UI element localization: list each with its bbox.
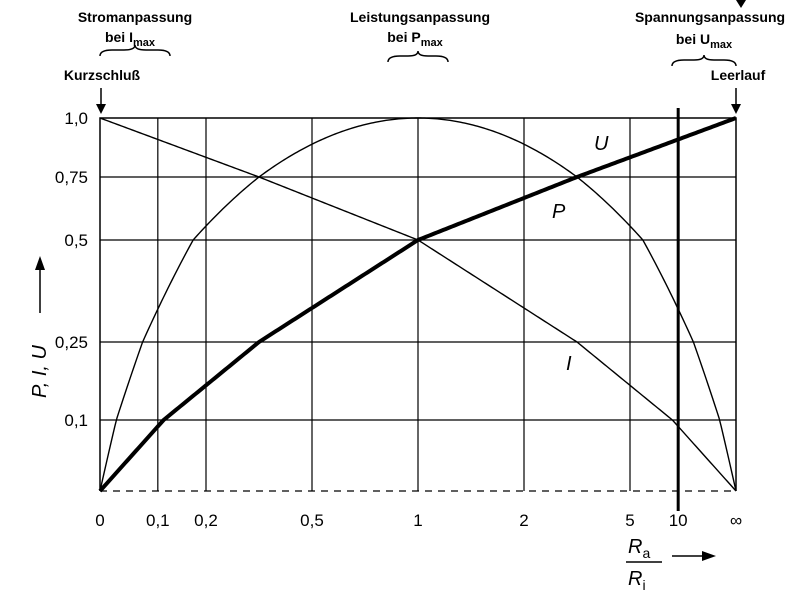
x-tick-label: 5 <box>625 511 634 530</box>
power-match-brace <box>387 50 449 63</box>
x-tick-label: 1 <box>413 511 422 530</box>
y-axis-label: P, I, U <box>29 344 51 398</box>
x-tick-label: ∞ <box>730 511 742 530</box>
x-axis-arrowhead <box>702 551 716 561</box>
y-tick-label: 0,1 <box>64 411 88 430</box>
y-tick-label: 1,0 <box>64 109 88 128</box>
top-arrowhead <box>736 0 746 8</box>
series-line-P <box>99 117 737 492</box>
short-circuit-arrow <box>96 88 106 114</box>
x-tick-label: 2 <box>519 511 528 530</box>
current-match-line1: Stromanpassung <box>78 9 192 25</box>
curves <box>98 116 737 493</box>
x-label-numerator: Ra <box>628 536 650 561</box>
y-axis-arrowhead <box>35 256 45 270</box>
x-tick-label: 0 <box>95 511 104 530</box>
power-match-annotation: Leistungsanpassung bei Pmax <box>350 9 490 63</box>
grid <box>99 108 737 511</box>
series-label-I: I <box>566 353 572 375</box>
series-line-I <box>99 117 737 492</box>
tick-labels: 0 0,1 0,2 0,5 1 2 5 10 ∞ 0,1 0,25 0,5 0,75 1,0 <box>55 109 742 530</box>
open-circuit-label: Leerlauf <box>711 67 766 83</box>
x-tick-label: 10 <box>669 511 688 530</box>
current-match-brace <box>99 44 171 57</box>
y-tick-label: 0,5 <box>64 231 88 250</box>
x-label-denominator: Ri <box>628 568 646 592</box>
power-match-line2: bei Pmax <box>387 29 443 49</box>
power-match-line1: Leistungsanpassung <box>350 9 490 25</box>
current-match-annotation: Stromanpassung bei Imax <box>78 9 192 57</box>
current-match-line2: bei Imax <box>105 29 156 49</box>
voltage-match-annotation: Spannungsanpassung bei Umax <box>635 0 785 67</box>
x-tick-label: 0,1 <box>146 511 170 530</box>
x-tick-label: 0,5 <box>300 511 324 530</box>
short-circuit-label: Kurzschluß <box>64 67 141 83</box>
x-axis-title: Ra Ri <box>626 536 716 592</box>
series-label-U: U <box>594 133 609 155</box>
voltage-match-brace <box>671 54 737 67</box>
y-tick-label: 0,25 <box>55 333 88 352</box>
open-circuit-arrow <box>731 88 741 114</box>
y-tick-label: 0,75 <box>55 168 88 187</box>
x-tick-label: 0,2 <box>194 511 218 530</box>
voltage-match-line1: Spannungsanpassung <box>635 9 785 25</box>
voltage-match-line2: bei Umax <box>676 31 733 51</box>
y-axis-title: P, I, U <box>29 256 51 398</box>
series-label-P: P <box>552 201 566 223</box>
